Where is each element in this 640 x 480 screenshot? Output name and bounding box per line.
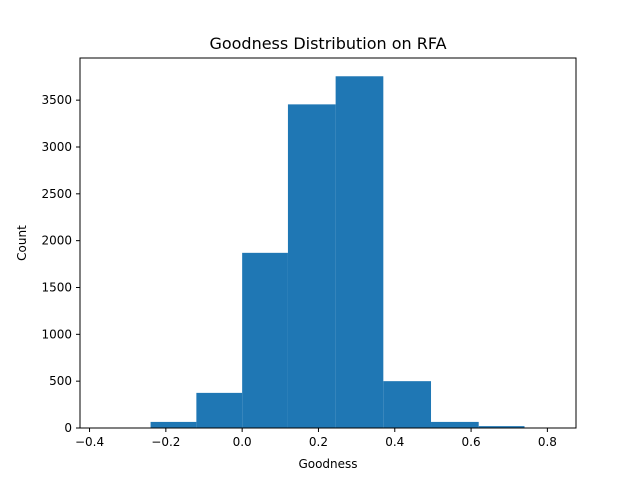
- bars-group: [104, 76, 571, 429]
- y-tick-label: 2000: [41, 234, 72, 248]
- y-tick-label: 1500: [41, 280, 72, 294]
- histogram-bar-3: [242, 252, 288, 428]
- x-axis-label: Goodness: [298, 457, 357, 471]
- axes-frame: [79, 57, 577, 429]
- x-tick-label: 0.4: [385, 435, 404, 449]
- histogram-bar-5: [335, 76, 384, 429]
- x-ticks-group: −0.4 −0.2 0.0 0.2 0.4 0.6 0.8: [75, 428, 557, 449]
- histogram-bar-7: [431, 421, 479, 428]
- histogram-bar-1: [150, 421, 197, 428]
- x-tick-label: 0.6: [462, 435, 481, 449]
- x-tick-label: −0.2: [151, 435, 180, 449]
- x-tick-label: −0.4: [75, 435, 104, 449]
- y-tick-label: 500: [49, 374, 72, 388]
- y-axis-label: Count: [15, 225, 29, 261]
- histogram-bar-4: [287, 104, 336, 428]
- x-tick-label: 0.8: [538, 435, 557, 449]
- y-tick-label: 1000: [41, 327, 72, 341]
- y-ticks-group: 0 500 1000 1500 2000 2500 3000 3500: [41, 93, 80, 435]
- x-tick-label: 0.0: [233, 435, 252, 449]
- histogram-bar-2: [196, 392, 243, 428]
- histogram-bar-8: [478, 426, 525, 428]
- x-tick-label: 0.2: [309, 435, 328, 449]
- histogram-bar-6: [383, 381, 432, 428]
- y-tick-label: 0: [64, 421, 72, 435]
- chart-title: Goodness Distribution on RFA: [209, 34, 446, 53]
- y-tick-label: 2500: [41, 187, 72, 201]
- y-tick-label: 3500: [41, 93, 72, 107]
- y-tick-label: 3000: [41, 140, 72, 154]
